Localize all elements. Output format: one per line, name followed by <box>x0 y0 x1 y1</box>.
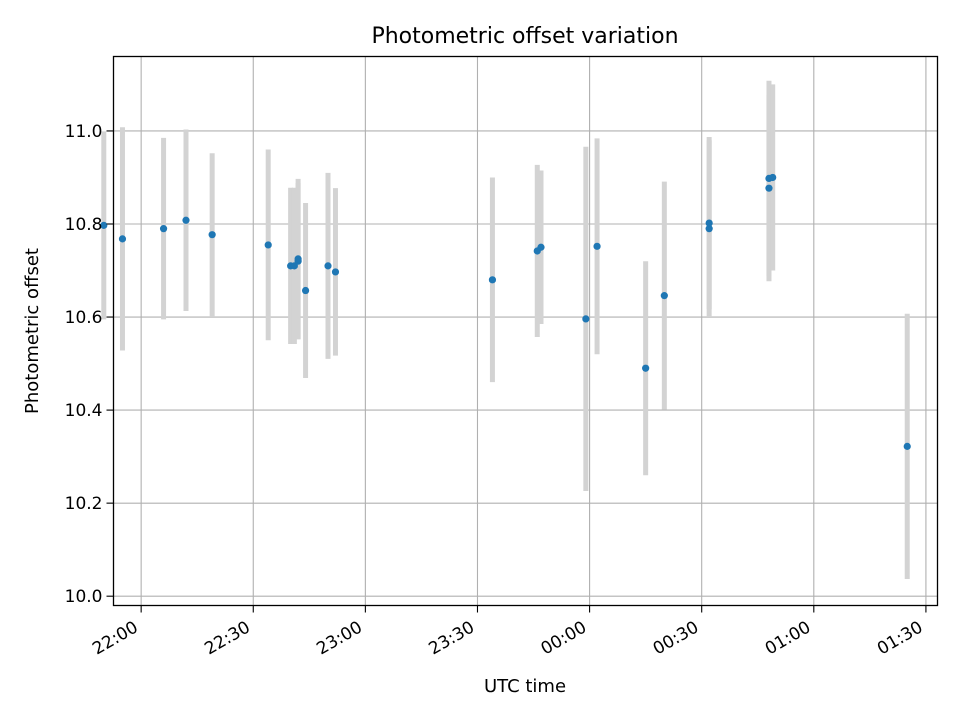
y-tick-label: 10.4 <box>65 401 103 421</box>
data-point <box>182 216 190 224</box>
data-point <box>660 292 668 300</box>
y-tick-label: 10.2 <box>65 494 103 514</box>
data-point <box>582 315 590 323</box>
data-point <box>118 235 127 243</box>
data-point <box>324 262 332 270</box>
y-tick-label: 10.8 <box>65 215 103 235</box>
y-tick-label: 10.6 <box>65 308 103 328</box>
data-point <box>301 286 310 295</box>
data-point <box>159 225 168 233</box>
data-point <box>264 241 272 249</box>
data-point <box>903 442 911 450</box>
data-point <box>208 231 216 239</box>
data-point <box>642 364 650 372</box>
data-point <box>769 173 777 182</box>
x-axis-label: UTC time <box>484 676 566 697</box>
y-tick-label: 10.0 <box>65 587 103 607</box>
data-point <box>765 184 773 192</box>
y-axis-ticks: 10.0 10.2 10.4 10.6 10.8 11.0 <box>65 122 114 607</box>
y-axis-label: Photometric offset <box>22 248 43 414</box>
plot-frame <box>112 55 939 607</box>
data-point <box>294 255 302 263</box>
data-point <box>705 225 713 233</box>
data-point <box>100 221 108 229</box>
y-tick-label: 11.0 <box>65 122 103 142</box>
chart-title: Photometric offset variation <box>371 24 678 49</box>
data-point <box>593 242 601 250</box>
data-point <box>537 243 545 251</box>
grid <box>113 56 938 606</box>
data-point <box>705 219 713 227</box>
data-points <box>100 173 911 450</box>
data-point <box>331 268 340 276</box>
data-point <box>488 276 497 284</box>
